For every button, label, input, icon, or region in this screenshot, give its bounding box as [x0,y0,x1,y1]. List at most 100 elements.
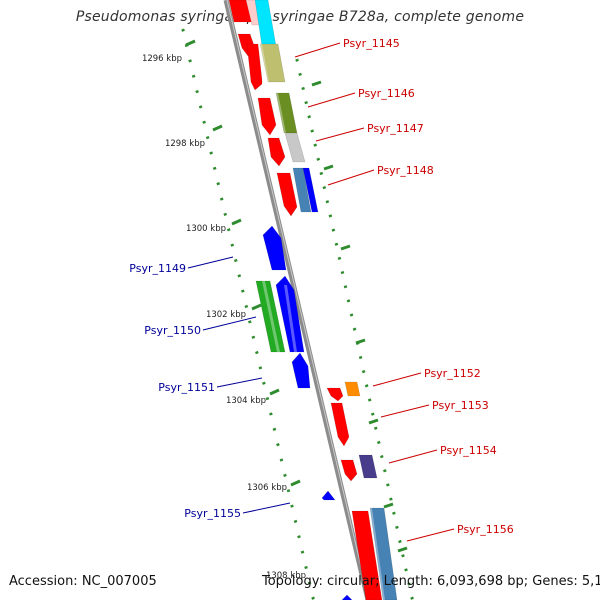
gene-callouts: Psyr_1145 Psyr_1146 Psyr_1147 Psyr_1148 Psyr… [129,37,514,542]
gene-label-psyr-1153: Psyr_1153 [432,399,489,412]
gene-feature-1147 [284,132,306,163]
outer-tick-mark [364,384,369,388]
inner-tick-mark [262,381,266,385]
inner-tick-mark [269,412,273,416]
outer-tick-mark [367,398,372,402]
outer-tick-mark [404,568,408,572]
gene-label-psyr-1145-line [294,42,341,58]
gene-feature-1148b [302,167,319,213]
gene-label-psyr-1147-line [315,127,365,142]
inner-tick-mark [258,366,263,370]
gene-label-psyr-1148-line [327,169,375,186]
map-title: Pseudomonas syringae pv. syringae B728a,… [75,9,525,25]
outer-tick-mark [313,143,318,147]
outer-tick-mark [319,171,324,176]
outer-tick-mark [383,469,387,473]
inner-tick-mark [300,550,305,554]
inner-tick-mark [188,59,192,63]
outer-tick-mark [301,86,305,91]
inner-tick-mark [219,197,224,201]
outer-tick-mark [349,313,354,317]
gene-feature-1152 [344,381,361,397]
scale-label-1304-kbp: 1304 kbp [226,396,266,406]
outer-tick-mark [298,72,302,76]
major-tick-mark [368,418,379,425]
outer-tick-mark [316,157,321,161]
outer-tick-mark [346,299,351,303]
major-tick-mark [311,80,322,87]
outer-tick-mark [358,355,363,360]
outer-tick-mark [395,525,399,530]
gene-label-psyr-1149: Psyr_1149 [129,262,186,275]
scale-label-1306-kbp: 1306 kbp [247,483,287,493]
major-tick-mark [212,124,223,132]
major-tick-mark [355,338,366,345]
gene-feature-reverse [341,594,353,600]
inner-tick-mark [307,581,312,585]
gene-label-psyr-1146: Psyr_1146 [358,87,415,100]
outer-tick-mark [379,454,384,459]
inner-tick-mark [293,519,298,524]
gene-feature-1150 [255,280,286,353]
scale-label-1300-kbp: 1300 kbp [186,224,226,234]
inner-tick-mark [279,458,284,462]
outer-tick-mark [392,511,396,515]
inner-tick-mark [244,304,249,309]
outer-tick-mark [325,200,330,204]
major-tick-mark [269,388,280,396]
gene-feature-highlight [369,508,385,600]
gene-feature-forward [267,137,286,167]
gene-label-psyr-1156-line [406,528,455,542]
gene-feature-forward [257,97,277,136]
outer-tick-mark [376,440,381,445]
inner-tick-mark [272,427,277,431]
gene-features [228,0,398,600]
gene-feature-forward [276,172,298,217]
outer-tick-mark [389,497,393,501]
scale-label-1296-kbp: 1296 kbp [142,54,182,64]
gene-label-psyr-1155: Psyr_1155 [184,507,241,520]
accession-text: Accession: NC_007005 [9,574,157,589]
gene-label-psyr-1151: Psyr_1151 [158,381,215,394]
inner-tick-mark [297,535,301,539]
inner-tick-mark [237,274,242,278]
inner-tick-mark [198,105,203,109]
gene-label-psyr-1153-line [380,404,430,418]
gene-feature-highlight [284,285,297,352]
gene-label-psyr-1145: Psyr_1145 [343,37,400,50]
major-tick-mark [323,164,334,171]
gene-label-psyr-1150-line [202,316,257,331]
outer-tick-mark [331,228,336,232]
scale-label-1302-kbp: 1302 kbp [206,310,246,320]
inner-tick-mark [223,212,228,217]
outer-tick-mark [370,412,375,416]
gene-feature-forward [340,459,358,482]
gene-label-psyr-1155-line [242,502,291,514]
outer-tick-mark [407,582,411,586]
outer-tick-mark [373,426,378,430]
gene-feature-highlight [262,281,280,352]
gene-feature-forward [326,387,344,402]
inner-tick-mark [286,489,291,493]
gene-feature-1148 [292,167,312,213]
outer-tick-mark [295,58,299,62]
outer-tick-mark [337,256,342,261]
inner-tick-mark [290,504,294,508]
gene-feature-forward [351,510,383,600]
gene-feature-highlight [259,44,269,82]
tick-marks [181,28,414,600]
gene-label-psyr-1154: Psyr_1154 [440,444,497,457]
major-tick-mark [251,303,262,311]
major-tick-mark [397,546,408,553]
outer-tick-mark [386,483,390,487]
inner-tick-mark [251,335,256,339]
inner-tick-mark [311,596,315,600]
gene-feature-forward [246,43,263,91]
inner-tick-mark [255,350,259,355]
gene-label-psyr-1156: Psyr_1156 [457,523,514,536]
outer-tick-mark [398,539,402,544]
genome-backbone [223,0,371,600]
outer-tick-mark [401,554,405,558]
inner-tick-mark [226,228,231,232]
gene-feature-1156 [369,507,398,600]
